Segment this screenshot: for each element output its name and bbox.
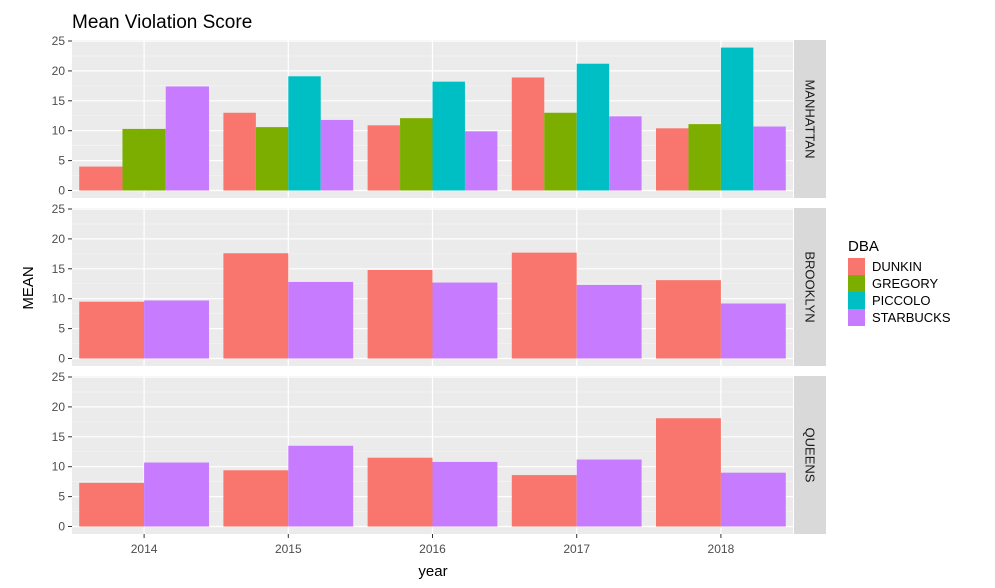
bar-queens-2017-starbucks	[576, 459, 642, 527]
bar-brooklyn-2017-starbucks	[576, 284, 642, 359]
facet-strip	[794, 40, 826, 198]
y-tick-label: 15	[52, 262, 66, 276]
bar-manhattan-2018-starbucks	[753, 126, 786, 191]
bar-manhattan-2014-gregory	[122, 128, 166, 191]
bar-manhattan-2016-dunkin	[367, 125, 401, 191]
bar-brooklyn-2016-starbucks	[432, 282, 498, 359]
bar-manhattan-2015-piccolo	[288, 76, 321, 191]
legend-key-piccolo	[848, 292, 865, 309]
x-tick-label: 2017	[563, 542, 590, 556]
bar-brooklyn-2016-dunkin	[367, 269, 433, 359]
bar-manhattan-2014-starbucks	[165, 86, 209, 191]
bar-queens-2018-dunkin	[656, 418, 721, 527]
legend-label-piccolo: PICCOLO	[872, 293, 931, 308]
bar-manhattan-2017-dunkin	[511, 77, 545, 191]
bar-brooklyn-2018-starbucks	[720, 303, 786, 359]
facet-strip	[794, 208, 826, 366]
bar-manhattan-2015-dunkin	[223, 112, 256, 191]
bar-brooklyn-2014-starbucks	[144, 300, 209, 359]
bar-manhattan-2018-dunkin	[656, 128, 689, 191]
y-tick-label: 20	[52, 64, 66, 78]
y-tick-label: 10	[52, 292, 66, 306]
y-tick-label: 0	[58, 520, 65, 534]
bar-brooklyn-2015-dunkin	[223, 253, 289, 359]
panel-manhattan: 0 5 10 15 20 25 MANHATTAN	[52, 34, 826, 198]
x-tick-label: 2016	[419, 542, 446, 556]
bar-queens-2016-dunkin	[367, 457, 433, 527]
bar-queens-2015-starbucks	[288, 445, 354, 527]
bar-brooklyn-2018-dunkin	[656, 280, 721, 359]
y-tick-label: 0	[58, 352, 65, 366]
bar-brooklyn-2015-starbucks	[288, 281, 354, 359]
bar-manhattan-2017-gregory	[544, 112, 577, 191]
y-tick-label: 10	[52, 124, 66, 138]
bar-manhattan-2018-gregory	[688, 124, 721, 191]
legend-key-dunkin	[848, 258, 865, 275]
bar-brooklyn-2014-dunkin	[79, 301, 145, 359]
x-tick-label: 2015	[275, 542, 302, 556]
y-tick-label: 15	[52, 94, 66, 108]
y-tick-label: 5	[58, 490, 65, 504]
legend-label-gregory: GREGORY	[872, 276, 939, 291]
legend-key-starbucks	[848, 309, 865, 326]
bar-manhattan-2017-piccolo	[576, 63, 610, 191]
legend: DBA DUNKIN GREGORY PICCOLO STARBUCKS	[848, 238, 951, 326]
y-tick-label: 5	[58, 322, 65, 336]
x-axis-title: year	[418, 563, 447, 580]
bar-queens-2015-dunkin	[223, 470, 289, 527]
y-axis-title: MEAN	[20, 266, 37, 309]
bar-queens-2017-dunkin	[511, 475, 577, 527]
facet-label: QUEENS	[803, 428, 818, 483]
bar-manhattan-2018-piccolo	[720, 47, 754, 191]
y-tick-label: 20	[52, 232, 66, 246]
facet-label: MANHATTAN	[803, 80, 818, 159]
panel-brooklyn: 0 5 10 15 20 25 BROOKLYN	[52, 202, 826, 366]
facet-label: BROOKLYN	[803, 251, 818, 322]
bar-queens-2016-starbucks	[432, 461, 498, 527]
y-tick-label: 25	[52, 370, 66, 384]
bar-manhattan-2016-gregory	[400, 118, 433, 191]
bar-manhattan-2016-starbucks	[464, 131, 498, 191]
bar-manhattan-2014-dunkin	[79, 166, 123, 191]
legend-key-gregory	[848, 275, 865, 292]
bar-queens-2018-starbucks	[720, 472, 786, 527]
bar-queens-2014-starbucks	[144, 462, 209, 527]
legend-title: DBA	[848, 238, 879, 255]
legend-label-starbucks: STARBUCKS	[872, 310, 951, 325]
bar-queens-2014-dunkin	[79, 482, 145, 527]
bar-brooklyn-2017-dunkin	[511, 252, 577, 359]
x-tick-label: 2018	[708, 542, 735, 556]
x-tick-label: 2014	[131, 542, 158, 556]
y-tick-label: 0	[58, 184, 65, 198]
x-axis: 2014 2015 2016 2017 2018	[131, 534, 735, 556]
panel-queens: 0 5 10 15 20 25 QUEENS	[52, 370, 826, 534]
bar-manhattan-2016-piccolo	[432, 81, 465, 191]
facet-strip	[794, 376, 826, 534]
bar-manhattan-2015-starbucks	[320, 119, 354, 191]
y-tick-label: 25	[52, 34, 66, 48]
bar-manhattan-2015-gregory	[255, 127, 289, 191]
y-tick-label: 5	[58, 154, 65, 168]
panels: 0 5 10 15 20 25 MANHATTAN 0 5 10 15 20 25 BROOKLYN 0 5 1…	[52, 34, 826, 534]
y-tick-label: 15	[52, 430, 66, 444]
y-tick-label: 10	[52, 460, 66, 474]
legend-label-dunkin: DUNKIN	[872, 259, 922, 274]
chart-title: Mean Violation Score	[72, 12, 252, 33]
y-tick-label: 20	[52, 400, 66, 414]
bar-manhattan-2017-starbucks	[609, 116, 642, 191]
y-tick-label: 25	[52, 202, 66, 216]
